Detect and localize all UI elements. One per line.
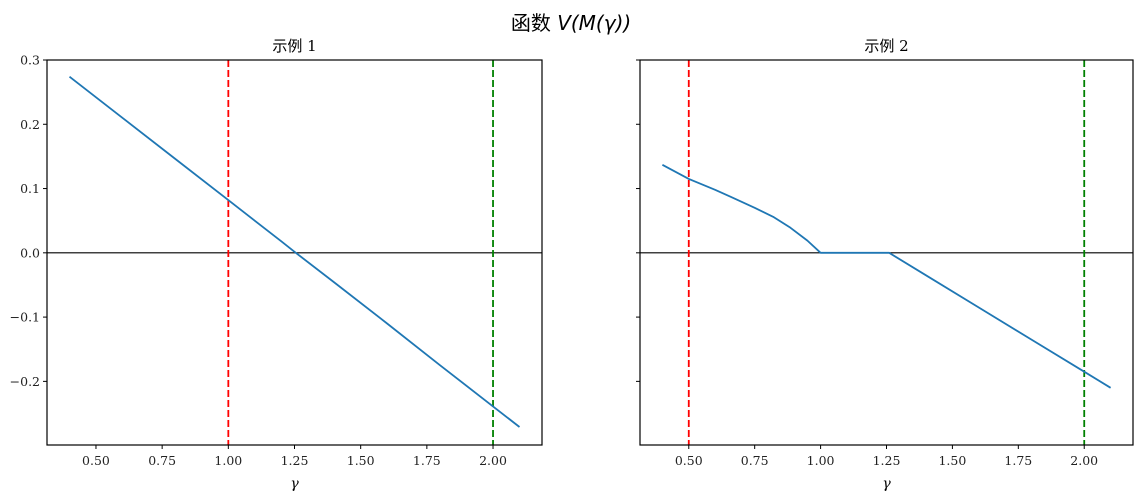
plot-area: 0.50 0.75 1.00 1.25 1.50 1.75 2.00 (636, 59, 1134, 468)
subplot-title: 示例 2 (864, 37, 908, 55)
subplot-example-2: 示例 2 0.50 0.75 1.00 1.25 1.50 1.75 2.00 γ (636, 37, 1134, 492)
plot-area: 0.50 0.75 1.00 1.25 1.50 1.75 2.00 −0.2 −0.1 0.0 0… (10, 53, 543, 468)
x-tick-label: 1.25 (873, 453, 901, 468)
suptitle-prefix: 函数 (511, 11, 557, 35)
x-tick-label: 1.25 (281, 453, 309, 468)
plot-content (47, 60, 542, 445)
y-tick-label: −0.2 (10, 374, 40, 389)
x-tick-label: 1.75 (413, 453, 441, 468)
suptitle-math: V(M(γ)) (557, 11, 631, 35)
x-tick-label: 2.00 (479, 453, 507, 468)
x-tick-label: 0.50 (82, 453, 110, 468)
data-line (661, 164, 1112, 389)
x-tick-label: 0.75 (148, 453, 176, 468)
x-axis-label: γ (290, 476, 299, 492)
subplot-example-1: 示例 1 0.50 0.75 1.00 1.25 1.50 1.75 2.00 −0.2 −0.… (10, 37, 543, 492)
x-tick-label: 1.50 (938, 453, 966, 468)
figure-suptitle: 函数 V(M(γ)) (511, 11, 631, 35)
x-tick-label: 1.50 (347, 453, 375, 468)
y-tick-label: 0.0 (20, 245, 40, 260)
x-tick-label: 2.00 (1070, 453, 1098, 468)
x-axis-label: γ (882, 476, 891, 492)
y-tick-label: 0.1 (20, 181, 40, 196)
x-tick-label: 1.75 (1004, 453, 1032, 468)
x-tick-label: 1.00 (214, 453, 242, 468)
data-line (68, 75, 521, 428)
y-tick-label: 0.2 (20, 117, 40, 132)
x-tick-label: 0.50 (675, 453, 703, 468)
plot-content (640, 60, 1133, 445)
x-tick-label: 0.75 (741, 453, 769, 468)
x-tick-label: 1.00 (807, 453, 835, 468)
y-tick-label: −0.1 (10, 310, 40, 325)
y-tick-label: 0.3 (20, 53, 40, 68)
subplot-title: 示例 1 (272, 37, 316, 55)
